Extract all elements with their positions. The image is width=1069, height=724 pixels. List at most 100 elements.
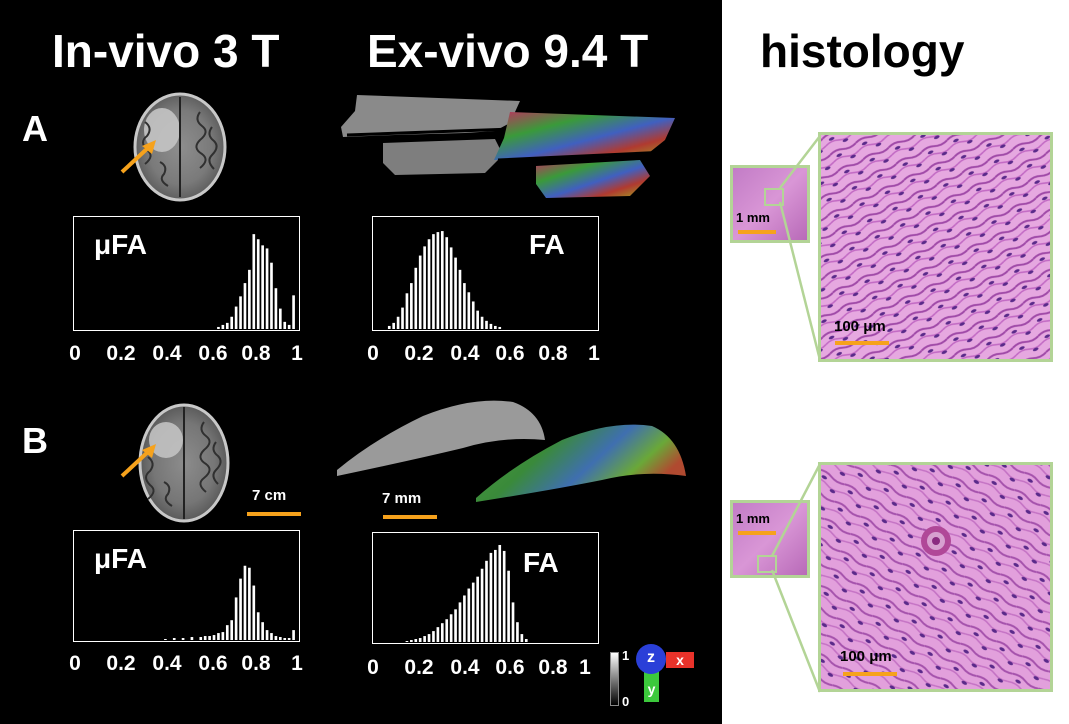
histogram-bar — [172, 638, 176, 640]
invivo-scale-label: 7 cm — [252, 487, 287, 504]
histogram-bar — [516, 622, 519, 642]
invivo-column-title: In-vivo 3 T — [52, 25, 280, 77]
histogram-bar — [467, 292, 471, 329]
row-a-label: A — [22, 108, 48, 149]
histogram-bar — [480, 568, 484, 642]
histogram-bar — [243, 283, 247, 329]
histogram-bar — [458, 269, 462, 329]
histogram-bar — [485, 560, 488, 642]
tick-label: 0.2 — [106, 652, 136, 675]
histogram-bar — [256, 239, 260, 329]
histogram-bar — [414, 639, 418, 642]
histogram-bar — [252, 585, 256, 640]
histogram-bar — [410, 283, 413, 329]
histogram-bar — [190, 637, 194, 640]
histogram-bar — [520, 634, 524, 642]
histogram-bar — [436, 627, 440, 642]
invivo-scale-bar — [247, 512, 301, 516]
tick-label: 0.2 — [404, 656, 434, 679]
invivo-brain-image-a — [133, 92, 227, 202]
exvivo-scale-bar — [383, 515, 437, 519]
inset-roi-box-b — [757, 555, 777, 573]
histogram-bar — [265, 630, 269, 640]
zoom-connector-b — [770, 463, 822, 693]
histogram-bar — [212, 635, 216, 640]
histogram-bar — [449, 614, 453, 642]
histogram-bar — [265, 248, 269, 329]
histogram-bar — [471, 582, 475, 642]
histogram-bar — [423, 636, 426, 642]
tick-label: 0.4 — [152, 342, 182, 365]
histogram-bar — [199, 637, 203, 640]
histogram-bar — [440, 623, 444, 642]
histogram-bar — [498, 326, 502, 329]
histology-column-title: histology — [760, 25, 965, 77]
histogram-bar — [252, 234, 256, 329]
exvivo-fa-color-image-b — [476, 424, 686, 502]
mri-panel: In-vivo 3 T Ex-vivo 9.4 T A B — [0, 0, 722, 724]
histogram-bar — [405, 641, 409, 642]
tick-label: 0.4 — [152, 652, 182, 675]
histogram-bar — [261, 622, 264, 640]
histogram-bar — [283, 321, 287, 329]
histogram-bar — [498, 544, 502, 642]
histogram-bar — [445, 237, 449, 329]
tick-label: 0.8 — [241, 652, 271, 675]
invivo-ufa-histogram-a: μFA — [73, 216, 300, 331]
tumor-arrow-a-icon — [120, 140, 156, 174]
histogram-bar — [432, 631, 435, 642]
histogram-bar — [208, 636, 211, 640]
histogram-bar — [239, 578, 242, 640]
histogram-bar — [454, 609, 457, 642]
x-axis-glyph: x — [666, 652, 694, 668]
histogram-bar — [283, 638, 287, 640]
tick-label: 0.2 — [106, 342, 136, 365]
histogram-bar — [410, 640, 413, 642]
zoom-connector-a — [778, 135, 822, 361]
tick-label: 1 — [588, 342, 600, 365]
histology-inset-scale-label-a: 1 mm — [736, 210, 770, 225]
histology-inset-scale-bar-a — [738, 230, 776, 234]
tick-label: 0.8 — [538, 342, 568, 365]
histogram-bar — [436, 232, 440, 329]
histogram-bar — [507, 570, 510, 642]
histology-zoom-scale-label-b: 100 μm — [840, 648, 892, 665]
histogram-label: μFA — [94, 229, 147, 260]
histogram-bar — [234, 597, 238, 640]
exvivo-fa-gray-image-b — [337, 400, 545, 476]
histogram-bar — [256, 612, 260, 640]
histogram-bar — [405, 293, 409, 329]
histogram-bar — [485, 320, 488, 329]
tick-label: 0.6 — [198, 342, 228, 365]
histogram-bar — [261, 245, 264, 329]
histogram-bar — [423, 246, 426, 329]
histogram-bar — [432, 234, 435, 329]
histogram-bar — [502, 550, 506, 642]
histogram-bar — [463, 595, 466, 642]
colorbar-min-label: 0 — [622, 694, 630, 709]
histogram-bar — [427, 634, 431, 642]
histogram-bar — [181, 638, 185, 640]
histogram-bar — [221, 324, 225, 329]
histogram-bar — [418, 255, 422, 329]
tick-label: 1 — [291, 652, 303, 675]
exvivo-fa-gray-image-a — [341, 95, 520, 175]
histogram-bar — [274, 636, 278, 640]
histogram-bar — [463, 283, 466, 329]
histogram-bar — [511, 602, 515, 642]
grayscale-colorbar — [610, 652, 619, 706]
tick-label: 0.6 — [495, 342, 525, 365]
histogram-bar — [217, 326, 220, 329]
histology-inset-b — [730, 500, 810, 578]
exvivo-fa-color-image-a — [494, 112, 675, 198]
histogram-bar — [278, 637, 282, 640]
histogram-bar — [248, 567, 251, 640]
histogram-bar — [225, 322, 229, 329]
y-axis-glyph: y — [644, 668, 659, 702]
histogram-bar — [164, 639, 167, 640]
row-b-label: B — [22, 420, 48, 461]
histogram-bar — [292, 630, 295, 640]
exvivo-column-title: Ex-vivo 9.4 T — [367, 25, 649, 77]
histogram-bar — [524, 639, 528, 642]
histogram-bar — [239, 296, 242, 329]
